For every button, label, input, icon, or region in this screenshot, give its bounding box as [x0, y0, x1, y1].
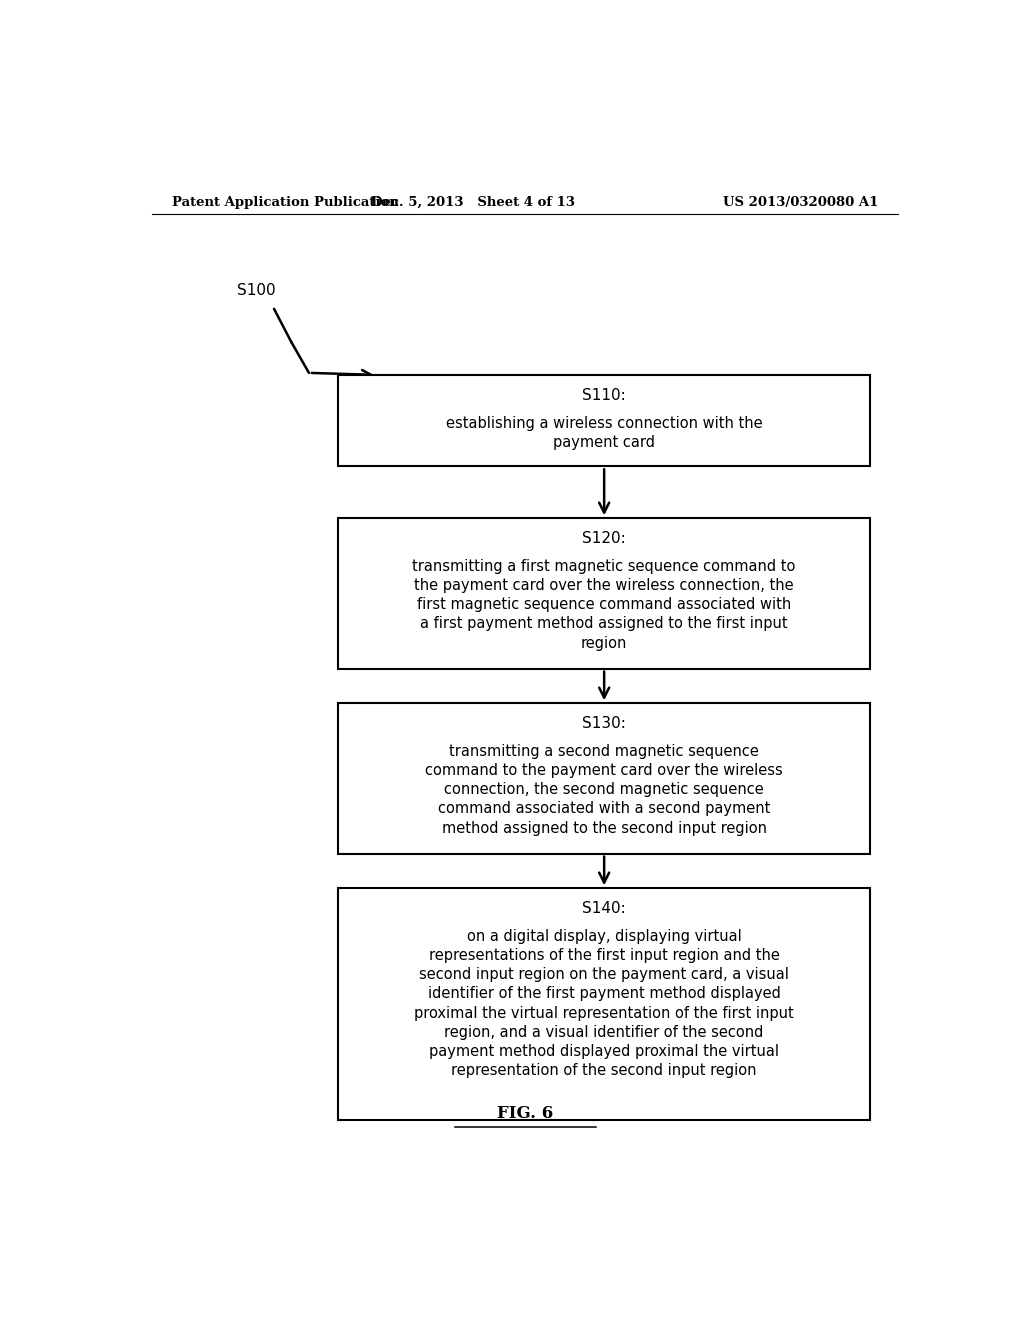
Bar: [338, 704, 870, 854]
Text: S110:: S110:: [583, 388, 626, 403]
Bar: [338, 519, 870, 669]
Text: Dec. 5, 2013   Sheet 4 of 13: Dec. 5, 2013 Sheet 4 of 13: [372, 195, 575, 209]
Text: Patent Application Publication: Patent Application Publication: [172, 195, 398, 209]
Text: S120:: S120:: [583, 532, 626, 546]
Text: S100: S100: [238, 282, 275, 297]
Text: S140:: S140:: [583, 902, 626, 916]
Text: establishing a wireless connection with the
payment card: establishing a wireless connection with …: [445, 416, 763, 450]
Text: transmitting a first magnetic sequence command to
the payment card over the wire: transmitting a first magnetic sequence c…: [413, 558, 796, 651]
Bar: [338, 375, 870, 466]
Text: transmitting a second magnetic sequence
command to the payment card over the wir: transmitting a second magnetic sequence …: [425, 744, 783, 836]
Text: FIG. 6: FIG. 6: [497, 1105, 553, 1122]
Text: S130:: S130:: [583, 717, 626, 731]
Text: on a digital display, displaying virtual
representations of the first input regi: on a digital display, displaying virtual…: [415, 929, 794, 1078]
Text: US 2013/0320080 A1: US 2013/0320080 A1: [723, 195, 878, 209]
Bar: [338, 888, 870, 1119]
